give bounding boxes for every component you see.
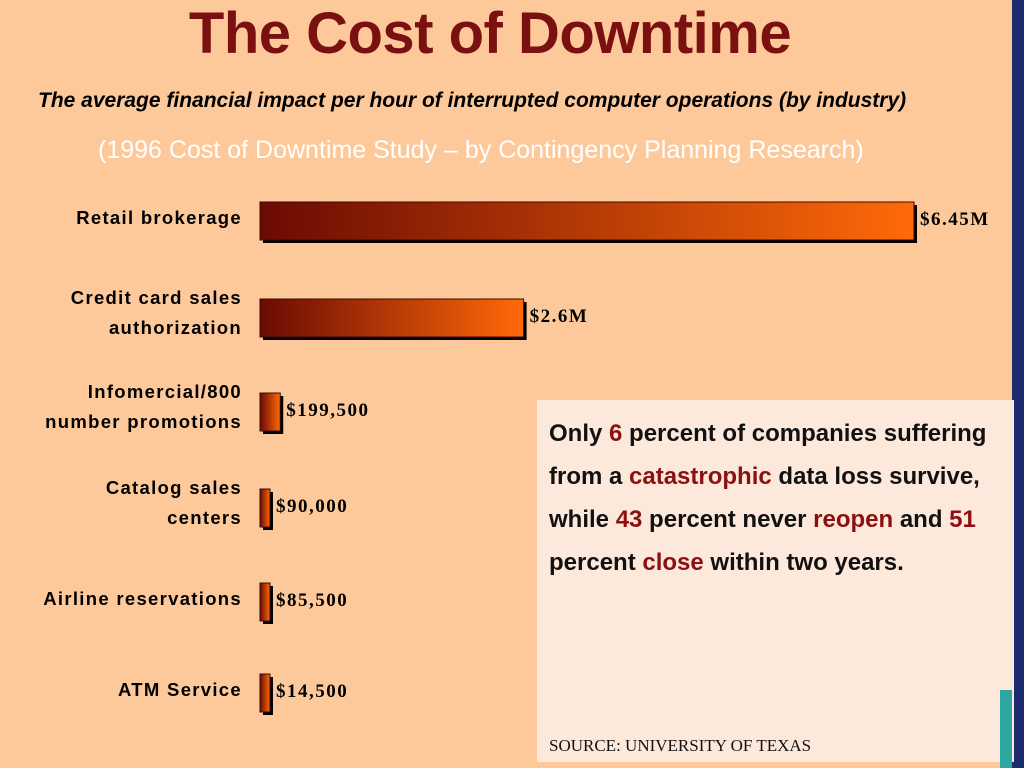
callout-highlight: 43 — [615, 506, 643, 533]
study-citation: (1996 Cost of Downtime Study – by Contin… — [98, 136, 864, 164]
page-title: The Cost of Downtime — [188, 1, 792, 66]
category-label: centers — [167, 507, 242, 528]
value-label: $14,500 — [276, 681, 348, 702]
callout-highlight: reopen — [813, 506, 894, 533]
value-label: $85,500 — [276, 590, 348, 611]
callout-fragment: data loss survive, while — [549, 463, 980, 533]
category-label: Infomercial/800 — [88, 381, 242, 402]
category-label: number promotions — [45, 411, 242, 432]
category-label: Airline reservations — [43, 588, 242, 609]
bar — [259, 201, 915, 241]
background-accent — [1000, 690, 1012, 768]
category-label: ATM Service — [118, 679, 242, 700]
value-label: $90,000 — [276, 496, 348, 517]
bar — [259, 298, 525, 338]
callout-highlight: 6 — [609, 420, 623, 447]
callout-highlight: 51 — [949, 506, 976, 533]
bar — [259, 488, 271, 528]
statistic-callout: Only 6 percent of companies suffering fr… — [537, 400, 1014, 762]
value-label: $6.45M — [920, 209, 990, 230]
chart-subtitle: The average financial impact per hour of… — [38, 89, 907, 112]
callout-fragment: percent never — [642, 506, 814, 533]
callout-fragment: within two years. — [703, 549, 904, 576]
category-label: authorization — [109, 317, 242, 338]
callout-fragment: percent of companies suffering from a — [549, 420, 987, 490]
bar — [259, 582, 271, 622]
category-label: Credit card sales — [71, 287, 242, 308]
callout-fragment: Only — [549, 420, 610, 447]
value-label: $199,500 — [286, 400, 369, 421]
callout-fragment: and — [893, 506, 950, 533]
bar — [259, 673, 271, 713]
source-citation: SOURCE: UNIVERSITY OF TEXAS — [549, 736, 812, 755]
callout-highlight: close — [642, 549, 704, 576]
callout-fragment: percent — [549, 549, 643, 576]
category-label: Retail brokerage — [76, 207, 242, 228]
category-label: Catalog sales — [106, 477, 242, 498]
callout-text: Only 6 percent of companies suffering fr… — [549, 412, 1004, 584]
value-label: $2.6M — [530, 306, 589, 327]
bar-chart: $6.45M Retail brokerage $2.6M Credit card s… — [43, 201, 990, 715]
bar — [259, 392, 281, 432]
callout-highlight: catastrophic — [629, 463, 772, 490]
